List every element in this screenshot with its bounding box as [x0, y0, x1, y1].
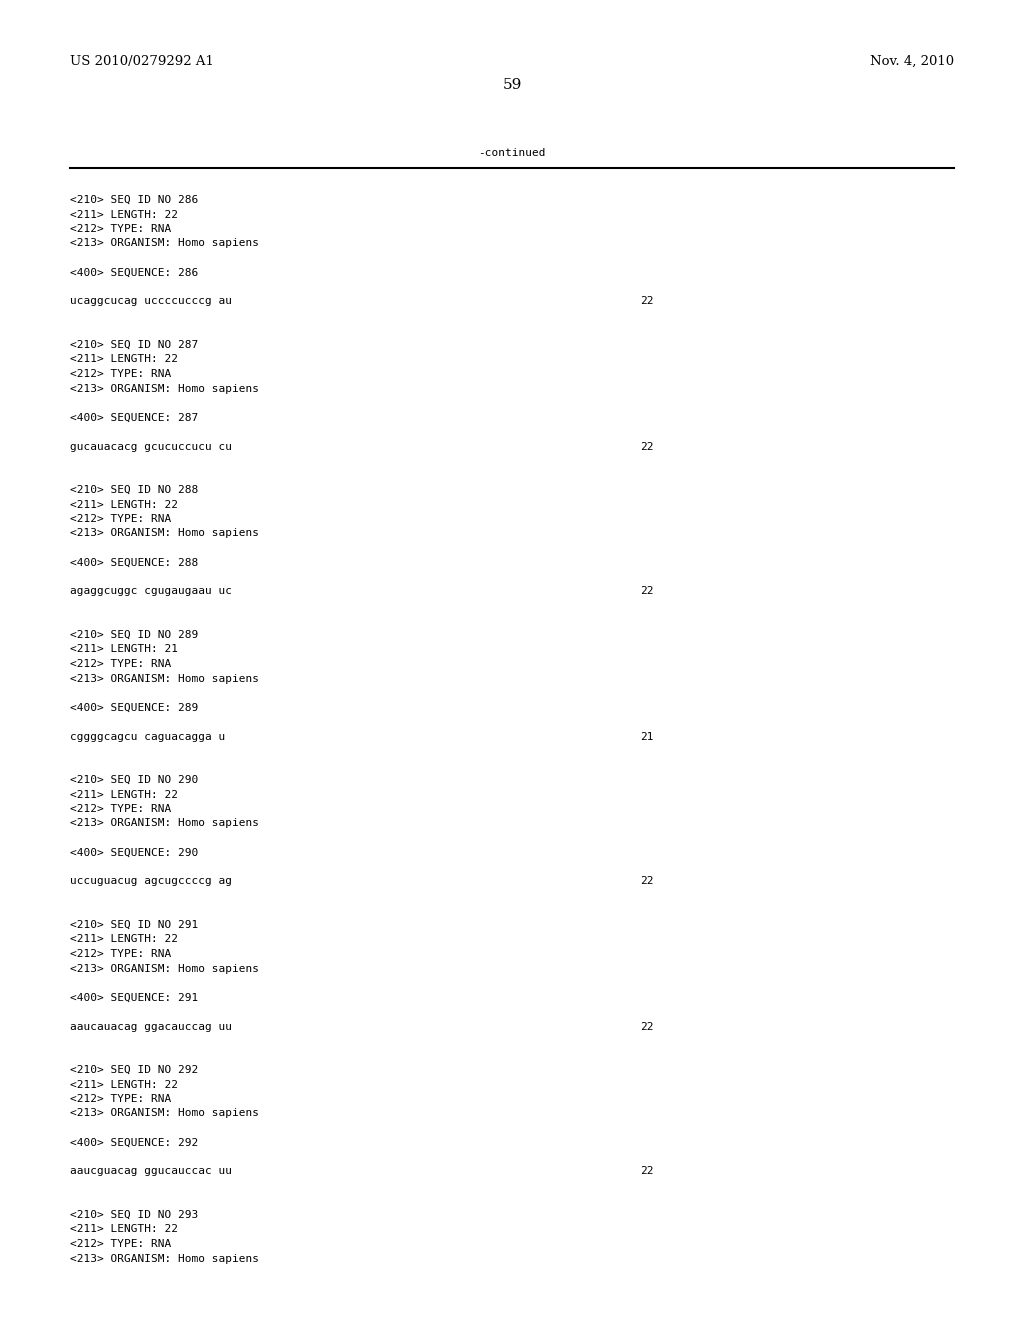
Text: <400> SEQUENCE: 292: <400> SEQUENCE: 292 — [70, 1138, 198, 1147]
Text: <400> SEQUENCE: 288: <400> SEQUENCE: 288 — [70, 557, 198, 568]
Text: 22: 22 — [640, 1167, 653, 1176]
Text: <211> LENGTH: 22: <211> LENGTH: 22 — [70, 789, 177, 800]
Text: <212> TYPE: RNA: <212> TYPE: RNA — [70, 659, 171, 669]
Text: 21: 21 — [640, 731, 653, 742]
Text: <212> TYPE: RNA: <212> TYPE: RNA — [70, 370, 171, 379]
Text: <213> ORGANISM: Homo sapiens: <213> ORGANISM: Homo sapiens — [70, 1254, 259, 1263]
Text: agaggcuggc cgugaugaau uc: agaggcuggc cgugaugaau uc — [70, 586, 231, 597]
Text: <211> LENGTH: 22: <211> LENGTH: 22 — [70, 210, 177, 219]
Text: Nov. 4, 2010: Nov. 4, 2010 — [869, 55, 954, 69]
Text: 22: 22 — [640, 441, 653, 451]
Text: <211> LENGTH: 22: <211> LENGTH: 22 — [70, 935, 177, 945]
Text: -continued: -continued — [478, 148, 546, 158]
Text: <213> ORGANISM: Homo sapiens: <213> ORGANISM: Homo sapiens — [70, 818, 259, 829]
Text: <212> TYPE: RNA: <212> TYPE: RNA — [70, 513, 171, 524]
Text: <212> TYPE: RNA: <212> TYPE: RNA — [70, 1094, 171, 1104]
Text: <213> ORGANISM: Homo sapiens: <213> ORGANISM: Homo sapiens — [70, 964, 259, 974]
Text: <211> LENGTH: 21: <211> LENGTH: 21 — [70, 644, 177, 655]
Text: <212> TYPE: RNA: <212> TYPE: RNA — [70, 224, 171, 234]
Text: <211> LENGTH: 22: <211> LENGTH: 22 — [70, 355, 177, 364]
Text: <212> TYPE: RNA: <212> TYPE: RNA — [70, 804, 171, 814]
Text: aaucauacag ggacauccag uu: aaucauacag ggacauccag uu — [70, 1022, 231, 1031]
Text: ucaggcucag uccccucccg au: ucaggcucag uccccucccg au — [70, 297, 231, 306]
Text: <210> SEQ ID NO 288: <210> SEQ ID NO 288 — [70, 484, 198, 495]
Text: <210> SEQ ID NO 291: <210> SEQ ID NO 291 — [70, 920, 198, 931]
Text: <211> LENGTH: 22: <211> LENGTH: 22 — [70, 499, 177, 510]
Text: <210> SEQ ID NO 289: <210> SEQ ID NO 289 — [70, 630, 198, 640]
Text: <211> LENGTH: 22: <211> LENGTH: 22 — [70, 1225, 177, 1234]
Text: <210> SEQ ID NO 287: <210> SEQ ID NO 287 — [70, 341, 198, 350]
Text: cggggcagcu caguacagga u: cggggcagcu caguacagga u — [70, 731, 225, 742]
Text: <212> TYPE: RNA: <212> TYPE: RNA — [70, 949, 171, 960]
Text: <400> SEQUENCE: 286: <400> SEQUENCE: 286 — [70, 268, 198, 277]
Text: 22: 22 — [640, 876, 653, 887]
Text: gucauacacg gcucuccucu cu: gucauacacg gcucuccucu cu — [70, 441, 231, 451]
Text: <213> ORGANISM: Homo sapiens: <213> ORGANISM: Homo sapiens — [70, 239, 259, 248]
Text: 22: 22 — [640, 297, 653, 306]
Text: <212> TYPE: RNA: <212> TYPE: RNA — [70, 1239, 171, 1249]
Text: uccuguacug agcugccccg ag: uccuguacug agcugccccg ag — [70, 876, 231, 887]
Text: <210> SEQ ID NO 290: <210> SEQ ID NO 290 — [70, 775, 198, 785]
Text: US 2010/0279292 A1: US 2010/0279292 A1 — [70, 55, 214, 69]
Text: <400> SEQUENCE: 290: <400> SEQUENCE: 290 — [70, 847, 198, 858]
Text: <400> SEQUENCE: 291: <400> SEQUENCE: 291 — [70, 993, 198, 1002]
Text: <400> SEQUENCE: 287: <400> SEQUENCE: 287 — [70, 412, 198, 422]
Text: 59: 59 — [503, 78, 521, 92]
Text: <211> LENGTH: 22: <211> LENGTH: 22 — [70, 1080, 177, 1089]
Text: <400> SEQUENCE: 289: <400> SEQUENCE: 289 — [70, 702, 198, 713]
Text: aaucguacag ggucauccac uu: aaucguacag ggucauccac uu — [70, 1167, 231, 1176]
Text: 22: 22 — [640, 1022, 653, 1031]
Text: <213> ORGANISM: Homo sapiens: <213> ORGANISM: Homo sapiens — [70, 673, 259, 684]
Text: 22: 22 — [640, 586, 653, 597]
Text: <213> ORGANISM: Homo sapiens: <213> ORGANISM: Homo sapiens — [70, 384, 259, 393]
Text: <213> ORGANISM: Homo sapiens: <213> ORGANISM: Homo sapiens — [70, 1109, 259, 1118]
Text: <213> ORGANISM: Homo sapiens: <213> ORGANISM: Homo sapiens — [70, 528, 259, 539]
Text: <210> SEQ ID NO 292: <210> SEQ ID NO 292 — [70, 1065, 198, 1074]
Text: <210> SEQ ID NO 286: <210> SEQ ID NO 286 — [70, 195, 198, 205]
Text: <210> SEQ ID NO 293: <210> SEQ ID NO 293 — [70, 1210, 198, 1220]
